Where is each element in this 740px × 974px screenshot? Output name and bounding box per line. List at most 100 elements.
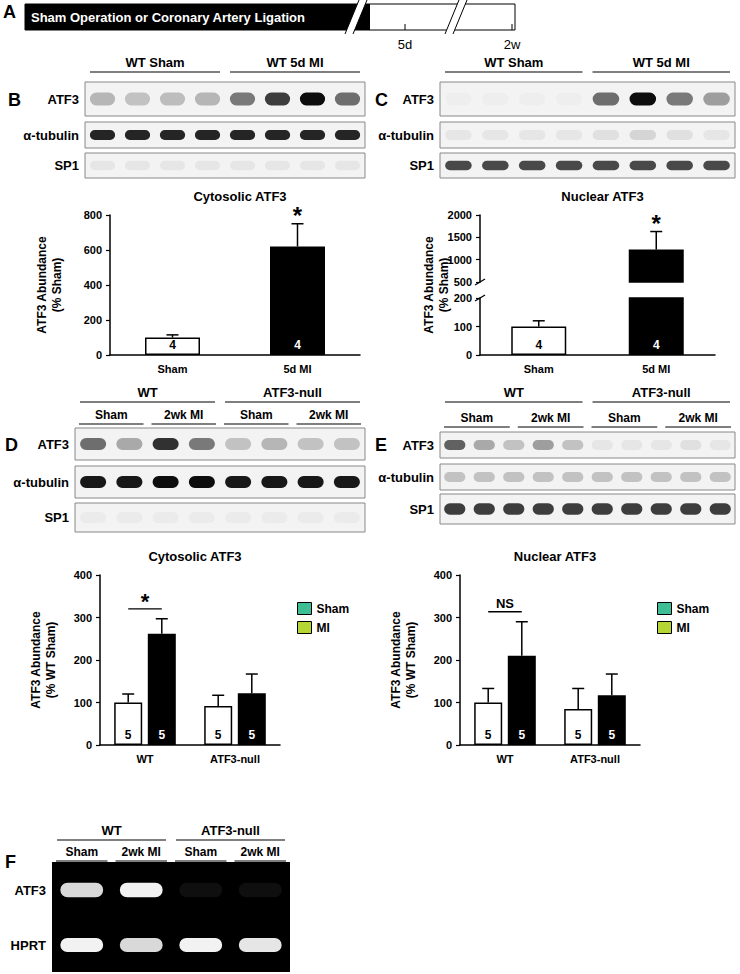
svg-text:Sham: Sham [65,845,98,859]
svg-text:400: 400 [74,569,92,581]
svg-text:B: B [8,90,21,110]
svg-text:1500: 1500 [448,231,472,243]
svg-text:100: 100 [74,697,92,709]
svg-text:Cytosolic ATF3: Cytosolic ATF3 [148,549,241,564]
svg-text:Cytosolic ATF3: Cytosolic ATF3 [193,189,286,204]
svg-text:(% WT Sham): (% WT Sham) [404,622,418,699]
svg-text:1000: 1000 [448,254,472,266]
svg-text:MI: MI [317,621,330,635]
svg-text:*: * [652,210,662,237]
svg-text:ATF3-null: ATF3-null [570,753,620,765]
svg-text:100: 100 [454,321,472,333]
svg-text:WT: WT [137,385,157,400]
svg-text:400: 400 [434,569,452,581]
svg-text:ATF3-null: ATF3-null [210,753,260,765]
svg-text:Nuclear ATF3: Nuclear ATF3 [561,189,643,204]
svg-text:5: 5 [518,728,525,742]
svg-text:WT Sham: WT Sham [484,55,543,70]
svg-text:WT: WT [504,385,524,400]
svg-text:4: 4 [169,338,176,352]
svg-text:Sham: Sham [677,602,710,616]
svg-text:ATF3: ATF3 [47,92,79,107]
svg-text:0: 0 [96,349,102,361]
svg-text:Sham: Sham [524,363,554,375]
svg-text:5d: 5d [398,37,412,52]
svg-text:200: 200 [84,314,102,326]
svg-text:F: F [5,852,16,872]
svg-text:α-tubulin: α-tubulin [13,475,69,490]
svg-text:Sham Operation or Coronary Art: Sham Operation or Coronary Artery Ligati… [31,10,305,25]
svg-text:HPRT: HPRT [11,938,46,953]
svg-text:Nuclear ATF3: Nuclear ATF3 [514,549,596,564]
svg-text:α-tubulin: α-tubulin [378,470,434,485]
svg-text:ATF3: ATF3 [37,437,69,452]
svg-text:A: A [3,2,16,22]
svg-text:Sham: Sham [608,411,641,425]
svg-text:Sham: Sham [461,411,494,425]
svg-text:ATF3 Abundance: ATF3 Abundance [422,236,436,334]
svg-text:600: 600 [84,244,102,256]
svg-text:WT 5d MI: WT 5d MI [633,55,690,70]
svg-text:SP1: SP1 [409,158,434,173]
svg-text:WT: WT [136,753,153,765]
svg-text:ATF3 Abundance: ATF3 Abundance [29,611,43,709]
svg-text:2w: 2w [504,37,521,52]
svg-text:α-tubulin: α-tubulin [378,128,434,143]
svg-text:WT: WT [101,823,121,838]
svg-text:200: 200 [454,292,472,304]
svg-text:2000: 2000 [448,209,472,221]
svg-text:ATF3-null: ATF3-null [263,385,322,400]
svg-text:(% Sham): (% Sham) [50,258,64,313]
svg-text:ATF3: ATF3 [402,92,434,107]
svg-text:SP1: SP1 [409,502,434,517]
svg-text:5d MI: 5d MI [283,363,311,375]
svg-text:(% WT Sham): (% WT Sham) [44,622,58,699]
svg-text:Sham: Sham [95,408,128,422]
svg-text:Sham: Sham [317,602,350,616]
svg-text:5: 5 [125,728,132,742]
svg-text:D: D [5,435,18,455]
svg-text:5: 5 [248,728,255,742]
svg-text:SP1: SP1 [44,510,69,525]
svg-text:Sham: Sham [184,845,217,859]
svg-text:Sham: Sham [158,363,188,375]
svg-text:ATF3-null: ATF3-null [201,823,260,838]
svg-text:WT 5d MI: WT 5d MI [266,55,323,70]
svg-text:Sham: Sham [240,408,273,422]
svg-text:ATF3: ATF3 [402,438,434,453]
svg-text:5: 5 [158,728,165,742]
svg-text:C: C [375,90,388,110]
svg-text:*: * [141,589,150,614]
svg-text:2wk MI: 2wk MI [531,411,570,425]
svg-text:300: 300 [74,612,92,624]
svg-text:ATF3: ATF3 [14,883,46,898]
svg-text:800: 800 [84,209,102,221]
svg-text:500: 500 [454,276,472,288]
svg-text:2wk MI: 2wk MI [122,845,161,859]
svg-text:400: 400 [84,279,102,291]
svg-text:SP1: SP1 [54,158,79,173]
svg-text:WT Sham: WT Sham [125,55,184,70]
svg-text:200: 200 [434,654,452,666]
svg-text:ATF3 Abundance: ATF3 Abundance [389,611,403,709]
svg-text:5: 5 [575,728,582,742]
svg-text:*: * [293,202,303,229]
svg-text:4: 4 [535,338,542,352]
svg-text:5: 5 [608,728,615,742]
svg-text:4: 4 [294,338,301,352]
svg-text:(% Sham): (% Sham) [437,258,451,313]
svg-text:NS: NS [496,596,514,611]
svg-text:5: 5 [215,728,222,742]
svg-text:300: 300 [434,612,452,624]
svg-text:2wk MI: 2wk MI [678,411,717,425]
svg-text:0: 0 [86,739,92,751]
svg-text:4: 4 [653,338,660,352]
svg-text:200: 200 [74,654,92,666]
svg-text:2wk MI: 2wk MI [164,408,203,422]
svg-text:2wk MI: 2wk MI [241,845,280,859]
svg-text:MI: MI [677,621,690,635]
svg-text:2wk MI: 2wk MI [309,408,348,422]
svg-text:0: 0 [446,739,452,751]
svg-text:E: E [375,435,387,455]
svg-text:5: 5 [485,728,492,742]
